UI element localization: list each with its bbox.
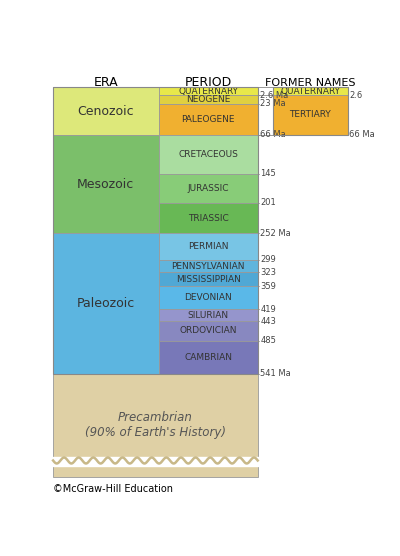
Text: 201: 201 xyxy=(260,198,276,207)
Text: 419: 419 xyxy=(260,305,276,314)
Bar xyxy=(273,87,348,135)
Bar xyxy=(158,340,258,374)
Text: Mesozoic: Mesozoic xyxy=(77,177,134,191)
Text: FORMER NAMES: FORMER NAMES xyxy=(265,78,356,88)
Text: 23 Ma: 23 Ma xyxy=(260,99,286,108)
Text: 485: 485 xyxy=(260,336,276,345)
Bar xyxy=(53,87,258,374)
Text: QUATERNARY: QUATERNARY xyxy=(178,87,238,96)
Text: 299: 299 xyxy=(260,255,276,264)
Text: PERIOD: PERIOD xyxy=(184,77,232,90)
Bar xyxy=(53,234,158,374)
Text: NEOGENE: NEOGENE xyxy=(186,95,230,104)
Text: 66 Ma: 66 Ma xyxy=(349,130,375,140)
Text: ORDOVICIAN: ORDOVICIAN xyxy=(179,326,237,335)
Text: Precambrian
(90% of Earth's History): Precambrian (90% of Earth's History) xyxy=(85,411,226,439)
Text: QUATERNARY: QUATERNARY xyxy=(280,87,340,96)
Text: ©McGraw-Hill Education: ©McGraw-Hill Education xyxy=(53,484,173,494)
Bar xyxy=(158,272,258,286)
Bar xyxy=(158,174,258,203)
Text: TERTIARY: TERTIARY xyxy=(290,111,331,120)
Bar xyxy=(158,203,258,234)
Bar xyxy=(158,309,258,321)
Bar xyxy=(158,260,258,272)
Text: PENNSYLVANIAN: PENNSYLVANIAN xyxy=(171,261,245,271)
Text: 443: 443 xyxy=(260,317,276,326)
Text: Paleozoic: Paleozoic xyxy=(77,297,135,310)
Text: 323: 323 xyxy=(260,268,276,277)
Text: 2.6 Ma: 2.6 Ma xyxy=(260,91,288,100)
Text: DEVONIAN: DEVONIAN xyxy=(184,294,232,302)
Bar xyxy=(53,374,258,477)
Text: 252 Ma: 252 Ma xyxy=(260,229,291,238)
Bar xyxy=(53,135,158,234)
Text: CAMBRIAN: CAMBRIAN xyxy=(184,353,232,361)
Text: PERMIAN: PERMIAN xyxy=(188,242,228,251)
Text: SILURIAN: SILURIAN xyxy=(188,311,229,320)
Bar xyxy=(158,103,258,135)
Bar xyxy=(158,95,258,103)
Text: 541 Ma: 541 Ma xyxy=(260,369,291,378)
Bar xyxy=(273,87,348,95)
Text: 359: 359 xyxy=(260,282,276,291)
Text: PALEOGENE: PALEOGENE xyxy=(181,115,235,124)
Bar xyxy=(158,321,258,340)
Text: CRETACEOUS: CRETACEOUS xyxy=(178,150,238,159)
Text: MISSISSIPPIAN: MISSISSIPPIAN xyxy=(176,275,240,284)
Text: Cenozoic: Cenozoic xyxy=(78,105,134,117)
Bar xyxy=(53,87,158,135)
Bar xyxy=(273,95,348,135)
Text: 66 Ma: 66 Ma xyxy=(260,130,286,140)
Text: 145: 145 xyxy=(260,169,276,178)
Text: TRIASSIC: TRIASSIC xyxy=(188,214,228,222)
Text: JURASSIC: JURASSIC xyxy=(187,184,229,193)
Bar xyxy=(158,135,258,174)
Bar xyxy=(158,286,258,309)
Bar xyxy=(158,87,258,95)
Text: 2.6: 2.6 xyxy=(349,91,362,100)
Text: ERA: ERA xyxy=(94,77,118,90)
Bar xyxy=(158,234,258,260)
